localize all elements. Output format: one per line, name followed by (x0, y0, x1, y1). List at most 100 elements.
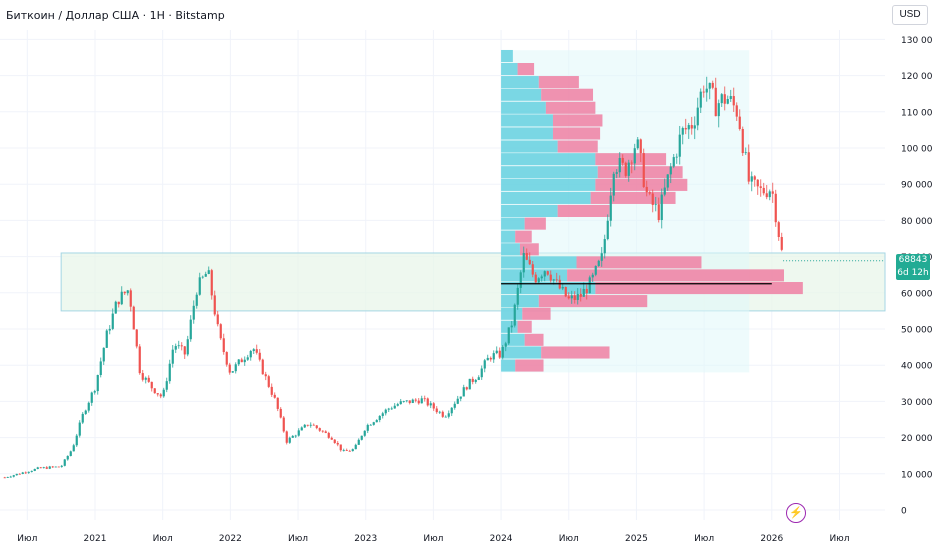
candle-body (540, 276, 543, 279)
candle-body (180, 345, 183, 347)
candle-body (402, 401, 405, 402)
candle-body (732, 96, 735, 106)
candle-body (468, 378, 471, 390)
candle-body (378, 415, 381, 421)
candle-body (675, 156, 678, 158)
x-tick-label: Июл (559, 534, 579, 544)
candle-body (168, 363, 171, 382)
x-tick-label: Июл (829, 534, 849, 544)
candle-body (93, 391, 96, 393)
candle-body (171, 349, 174, 364)
candle-body (54, 466, 57, 468)
candle-body (618, 157, 621, 173)
candle-body (33, 468, 36, 471)
candle-body (129, 290, 132, 307)
candle-body (192, 305, 195, 320)
vp-bar-up (501, 230, 516, 243)
candle-body (87, 402, 90, 411)
candle-body (219, 324, 222, 339)
last-price-badge: 68843 6d 12h (896, 254, 930, 280)
y-tick-label: 20 000 (901, 434, 932, 444)
candle-body (261, 359, 264, 375)
x-tick-label: Июл (17, 534, 37, 544)
vp-bar-down (517, 63, 535, 76)
vp-bar-down (590, 191, 676, 204)
candle-body (375, 420, 378, 423)
candle-body (684, 128, 687, 130)
candle-body (162, 389, 165, 397)
x-tick-label: 2024 (490, 534, 513, 544)
vp-bar-down (524, 333, 544, 346)
candle-body (114, 301, 117, 314)
candle-body (207, 270, 210, 274)
candle-body (39, 467, 42, 469)
candle-body (735, 105, 738, 117)
x-tick-label: Июл (153, 534, 173, 544)
y-tick-label: 110 000 (901, 108, 932, 118)
candle-body (48, 466, 51, 469)
vp-bar-down (524, 217, 546, 230)
y-tick-label: 90 000 (901, 181, 932, 191)
candle-body (660, 194, 663, 221)
candle-body (234, 364, 237, 372)
candle-body (105, 330, 108, 348)
candle-body (111, 313, 114, 329)
candle-body (663, 187, 666, 195)
y-tick-label: 80 000 (901, 217, 932, 227)
symbol-title[interactable]: Биткоин / Доллар США · 1Н · Bitstamp (6, 9, 225, 22)
candle-body (543, 271, 546, 277)
candle-body (288, 437, 291, 443)
candle-body (627, 162, 630, 176)
candle-body (642, 153, 645, 187)
candle-body (243, 359, 246, 363)
candle-body (621, 157, 624, 163)
candle-body (498, 350, 501, 358)
candle-body (567, 296, 570, 299)
candle-body (489, 357, 492, 360)
vp-bar-down (552, 127, 601, 140)
vp-bar-down (515, 359, 544, 372)
candle-body (339, 444, 342, 451)
candle-body (510, 325, 513, 328)
vp-bar-down (517, 320, 532, 333)
candle-body (318, 428, 321, 431)
candle-body (774, 193, 777, 223)
candle-body (222, 338, 225, 353)
candle-body (669, 166, 672, 175)
range-zone (60, 252, 886, 312)
candle-body (756, 179, 759, 187)
candle-body (165, 381, 168, 390)
candle-body (690, 125, 693, 129)
candle-body (384, 409, 387, 414)
vp-bar-up (501, 101, 546, 114)
candle-body (273, 394, 276, 398)
lightning-bolt-icon[interactable]: ⚡ (786, 503, 806, 523)
candle-body (699, 91, 702, 108)
candle-body (549, 274, 552, 281)
candle-body (597, 260, 600, 266)
candle-body (282, 417, 285, 432)
candle-body (492, 353, 495, 360)
candle-body (249, 351, 252, 358)
candle-body (423, 398, 426, 400)
candle-body (255, 349, 258, 353)
currency-button[interactable]: USD (892, 5, 928, 25)
vp-bar-down (522, 307, 551, 320)
candle-body (153, 388, 156, 394)
candle-body (630, 162, 633, 164)
candle-body (780, 237, 783, 250)
candle-body (738, 116, 741, 129)
y-tick-label: 100 000 (901, 145, 932, 155)
candle-body (447, 413, 450, 417)
candle-body (648, 192, 651, 194)
candle-body (330, 437, 333, 440)
candle-body (75, 435, 78, 446)
candle-body (174, 346, 177, 350)
candle-body (762, 187, 765, 194)
candle-body (570, 295, 573, 299)
candle-body (186, 339, 189, 355)
candle-body (381, 413, 384, 416)
candle-body (321, 430, 324, 432)
